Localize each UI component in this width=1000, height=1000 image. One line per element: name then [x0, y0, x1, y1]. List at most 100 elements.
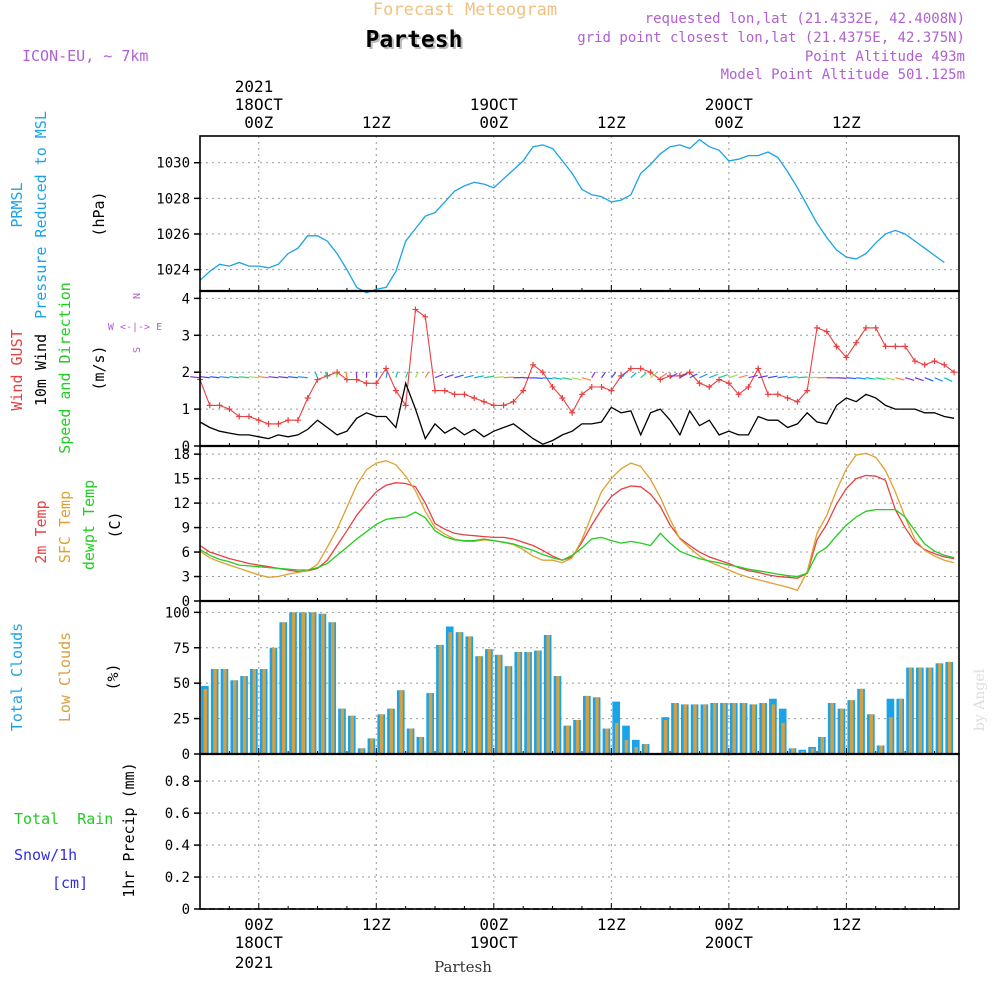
panels: 1024102610281030012340369121518025507510… — [156, 135, 960, 918]
y-tick-label: 50 — [173, 676, 190, 692]
low-cloud-bar — [536, 650, 541, 754]
wind-arrow — [297, 376, 308, 379]
gust-marker — [432, 387, 439, 394]
low-cloud-bar — [272, 647, 276, 754]
bottom-hour-label: 00Z — [479, 915, 508, 934]
gust-marker — [843, 354, 850, 361]
low-cloud-bar — [761, 703, 766, 754]
low-cloud-bar — [556, 676, 560, 754]
y-tick-label: 75 — [173, 641, 190, 657]
prmsl-label: PRMSL — [8, 182, 26, 227]
y-tick-label: 6 — [182, 545, 190, 561]
wind-arrow — [738, 374, 748, 379]
wind-arrow — [944, 377, 953, 382]
gust-marker — [735, 391, 742, 398]
gust-marker — [862, 324, 869, 331]
low-cloud-bar — [801, 751, 805, 754]
wind-arrow — [424, 371, 430, 379]
bottom-hour-label: 12Z — [597, 915, 626, 934]
low-cloud-bar — [693, 704, 697, 754]
low-cloud-bar — [840, 708, 844, 754]
wind-arrow — [258, 376, 269, 379]
wind-arrow — [620, 372, 627, 379]
low-cloud-bar — [468, 636, 472, 754]
wind-arrow — [718, 374, 728, 379]
low-cloud-bar — [291, 612, 296, 754]
wind-arrow — [324, 371, 328, 378]
snow-label: Snow/1h — [14, 846, 77, 864]
gust-marker — [627, 365, 634, 372]
dewpt-line — [199, 508, 955, 578]
wind-arrow — [601, 371, 606, 379]
y-tick-label: 15 — [173, 472, 190, 488]
y-tick-label: 0 — [182, 747, 190, 763]
gust-marker — [696, 380, 703, 387]
gust-marker — [412, 306, 419, 313]
wind-arrow — [875, 377, 886, 381]
low-cloud-bar — [252, 669, 257, 754]
compass-north: N — [132, 293, 143, 299]
low-clouds-label: Low Clouds — [56, 632, 74, 722]
low-cloud-bar — [428, 693, 433, 754]
panel-wind: 0 1 2 3 4 — [182, 290, 960, 455]
gust-marker — [285, 417, 292, 424]
low-cloud-bar — [869, 714, 873, 754]
y-tick-label: 0.4 — [165, 838, 190, 854]
gust-marker — [823, 328, 830, 335]
sfc-temp-line — [199, 452, 955, 592]
low-cloud-bar — [791, 748, 795, 754]
y-tick-label: 0 — [182, 439, 190, 455]
wind-arrow — [650, 372, 658, 379]
wind-arrow — [934, 377, 943, 382]
requested-coords: requested lon,lat (21.4332E, 42.4008N) — [645, 11, 965, 27]
precip-unit: 1hr Precip (mm) — [120, 762, 138, 897]
gust-marker — [598, 383, 605, 390]
gust-marker — [931, 358, 938, 365]
wind-arrow — [797, 376, 808, 379]
low-cloud-bar — [526, 652, 531, 754]
y-tick-label: 1 — [182, 402, 190, 418]
wind-unit: (m/s) — [90, 345, 108, 390]
wind-arrow — [856, 377, 867, 380]
location-title: Partesh — [366, 27, 463, 53]
wind10-label: 10m Wind — [32, 334, 50, 406]
wind-arrow — [268, 376, 279, 379]
wind-arrow — [885, 377, 896, 381]
low-cloud-bar — [497, 654, 501, 754]
gust-marker — [471, 395, 478, 402]
panel-prmsl: 1024 1026 1028 1030 — [156, 135, 960, 294]
top-hour-label: 00Z — [479, 113, 508, 132]
wind-arrow — [904, 377, 915, 381]
low-cloud-bar — [477, 656, 482, 754]
wind-arrow — [219, 376, 230, 379]
wind-arrow — [209, 376, 220, 379]
gust-marker — [451, 391, 458, 398]
gust-marker — [334, 369, 341, 376]
y-tick-label: 3 — [182, 570, 190, 586]
gust-marker — [941, 361, 948, 368]
low-cloud-bar — [438, 644, 443, 754]
gust-marker — [461, 391, 468, 398]
low-cloud-bar — [262, 669, 266, 754]
wind-arrow — [914, 377, 924, 382]
low-cloud-bar — [928, 667, 932, 754]
wind-arrow — [345, 371, 348, 378]
gust-marker — [441, 387, 448, 394]
gust-marker — [755, 365, 762, 372]
pressure-labels: PRMSL Pressure Reduced to MSL (hPa) — [8, 111, 108, 319]
compass-south: S — [132, 347, 143, 353]
top-hour-label: 12Z — [832, 113, 861, 132]
gust-marker — [911, 358, 918, 365]
gust-marker — [676, 372, 683, 379]
bottom-hour-label: 12Z — [362, 915, 391, 934]
top-hour-label: 00Z — [714, 113, 743, 132]
top-year: 2021 — [235, 77, 274, 96]
total-clouds-label: Total Clouds — [8, 623, 26, 731]
wind-arrow — [689, 373, 698, 379]
model-label: ICON-EU, ~ 7km — [22, 47, 148, 65]
gust-marker — [481, 398, 488, 405]
low-cloud-bar — [742, 703, 746, 754]
low-cloud-bar — [908, 667, 913, 754]
gust-marker — [549, 383, 556, 390]
